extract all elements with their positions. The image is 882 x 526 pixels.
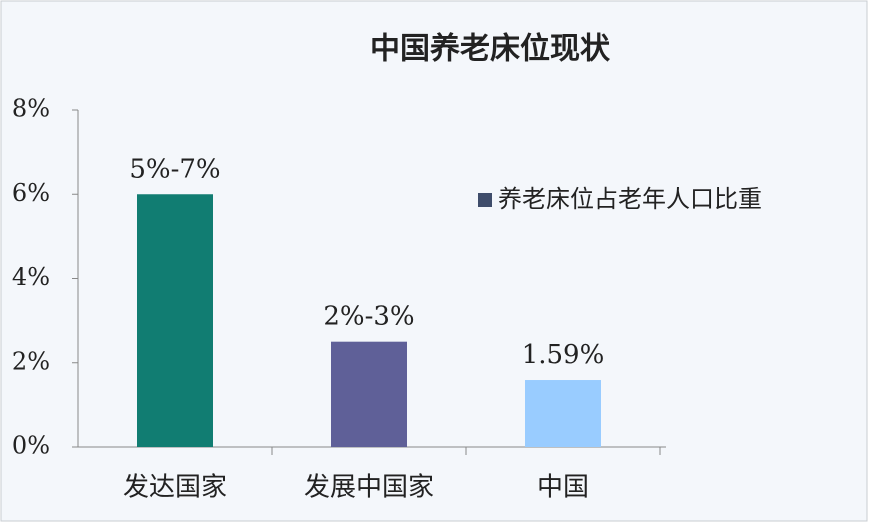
x-tick-label: 发展中国家 xyxy=(304,473,434,503)
value-label: 2%-3% xyxy=(323,302,414,332)
bar xyxy=(137,194,213,447)
y-tick-label: 0% xyxy=(12,432,50,460)
value-label: 5%-7% xyxy=(129,154,220,184)
y-tick-label: 4% xyxy=(12,263,50,291)
legend-swatch xyxy=(478,193,492,207)
chart-frame xyxy=(0,0,868,522)
value-label: 1.59% xyxy=(522,340,605,370)
y-tick-label: 6% xyxy=(12,179,50,207)
bar xyxy=(331,341,407,447)
x-tick-label: 中国 xyxy=(537,473,589,503)
x-tick-label: 发达国家 xyxy=(123,473,227,503)
chart-title: 中国养老床位现状 xyxy=(370,32,611,67)
bar xyxy=(525,380,601,447)
y-tick-label: 8% xyxy=(12,95,50,123)
y-tick-label: 2% xyxy=(12,347,50,375)
legend-label: 养老床位占老年人口比重 xyxy=(498,185,762,213)
